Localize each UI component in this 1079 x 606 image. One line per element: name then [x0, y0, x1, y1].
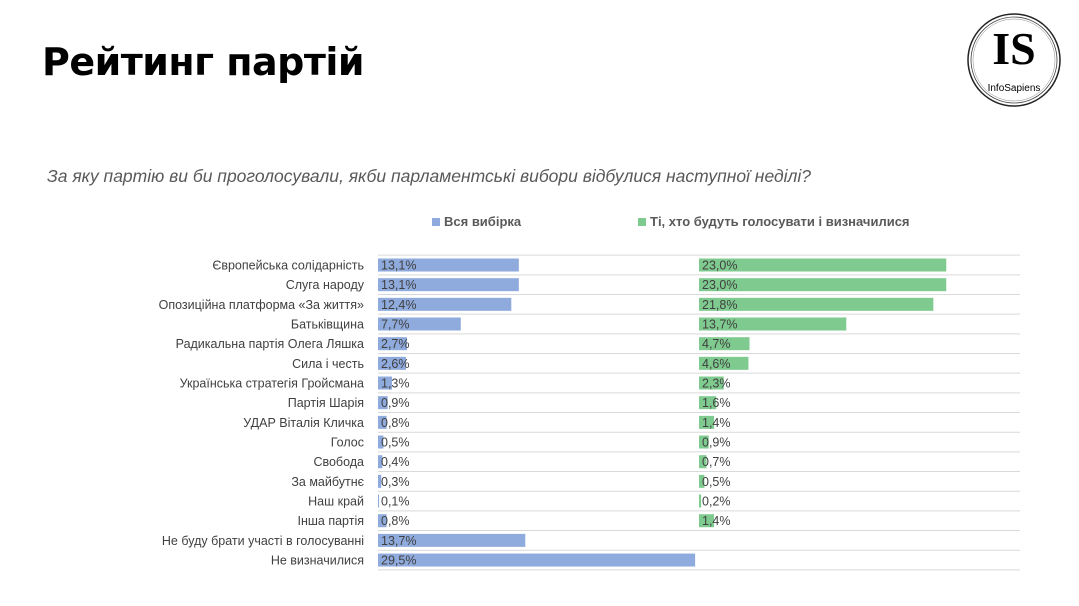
survey-question: За яку партію ви би проголосували, якби … [47, 166, 812, 186]
data-label: 12,4% [381, 298, 416, 312]
data-label: 0,7% [702, 455, 731, 469]
data-label: 2,6% [381, 357, 410, 371]
data-label: 21,8% [702, 298, 737, 312]
legend-item-decided: Ті, хто будуть голосувати і визначилися [638, 214, 910, 229]
data-label: 13,1% [381, 259, 416, 273]
bar [378, 278, 519, 292]
bar [699, 258, 947, 272]
category-label: Сила і честь [292, 357, 364, 371]
bar [378, 435, 384, 449]
bar [699, 435, 709, 449]
data-label: 1,6% [702, 396, 731, 410]
legend-label: Ті, хто будуть голосувати і визначилися [650, 214, 910, 229]
bar [699, 494, 702, 508]
bar [699, 376, 724, 390]
logo-letters: IS [992, 23, 1035, 74]
data-label: 0,9% [702, 436, 731, 450]
bar [378, 415, 387, 429]
legend-label: Вся вибірка [444, 214, 522, 229]
data-label: 0,8% [381, 514, 410, 528]
bar [699, 514, 715, 528]
bar [699, 455, 707, 469]
bar [699, 396, 717, 410]
data-label: 0,5% [702, 475, 731, 489]
category-label: Свобода [313, 455, 364, 469]
bar [378, 514, 387, 528]
bar [378, 356, 406, 370]
infosapiens-logo: IS InfoSapiens [967, 13, 1061, 107]
bar [378, 455, 383, 469]
bar [699, 278, 947, 292]
bar [378, 317, 461, 331]
data-label: 0,1% [381, 495, 410, 509]
data-label: 4,6% [702, 357, 731, 371]
category-label: Батьківщина [291, 318, 364, 332]
category-label: УДАР Віталія Кличка [243, 416, 364, 430]
data-label: 2,7% [381, 337, 410, 351]
category-label: Опозиційна платформа «За життя» [159, 298, 364, 312]
data-label: 0,5% [381, 436, 410, 450]
category-label: Інша партія [298, 514, 365, 528]
bar [699, 474, 705, 488]
data-label: 1,3% [381, 377, 410, 391]
bar [378, 376, 392, 390]
category-label: Радикальна партія Олега Ляшка [176, 337, 364, 351]
legend-swatch [432, 217, 440, 226]
bar [378, 533, 526, 547]
data-label: 13,7% [381, 534, 416, 548]
logo-subtext: InfoSapiens [988, 83, 1041, 94]
bar [699, 297, 934, 311]
data-label: 23,0% [702, 278, 737, 292]
bar [699, 317, 847, 331]
data-label: 7,7% [381, 318, 410, 332]
data-label: 13,7% [702, 318, 737, 332]
bar [699, 356, 749, 370]
category-label: Партія Шарія [288, 396, 364, 410]
data-label: 1,4% [702, 416, 731, 430]
data-label: 2,3% [702, 377, 731, 391]
data-label: 0,4% [381, 455, 410, 469]
legend-swatch [638, 217, 646, 226]
category-label: За майбутнє [291, 475, 364, 489]
bar [378, 494, 380, 508]
page-title: Рейтинг партій [42, 40, 365, 84]
bar [378, 474, 382, 488]
bar [378, 258, 519, 272]
category-label: Українська стратегія Гройсмана [180, 377, 364, 391]
data-label: 0,8% [381, 416, 410, 430]
bar [699, 415, 715, 429]
bar [378, 337, 408, 351]
category-label: Голос [331, 436, 364, 450]
category-label: Не буду брати участі в голосуванні [162, 534, 364, 548]
bar [378, 396, 388, 410]
data-label: 1,4% [702, 514, 731, 528]
data-label: 0,9% [381, 396, 410, 410]
data-label: 4,7% [702, 337, 731, 351]
bar [378, 297, 512, 311]
data-label: 0,3% [381, 475, 410, 489]
category-label: Слуга народу [286, 278, 365, 292]
category-label: Не визначилися [271, 554, 364, 568]
bar [699, 337, 750, 351]
category-label: Європейська солідарність [212, 259, 364, 273]
data-label: 0,2% [702, 495, 731, 509]
data-label: 13,1% [381, 278, 416, 292]
data-label: 23,0% [702, 259, 737, 273]
category-label: Наш край [308, 495, 364, 509]
bar [378, 553, 696, 567]
data-label: 29,5% [381, 554, 416, 568]
legend-item-all: Вся вибірка [432, 214, 521, 229]
